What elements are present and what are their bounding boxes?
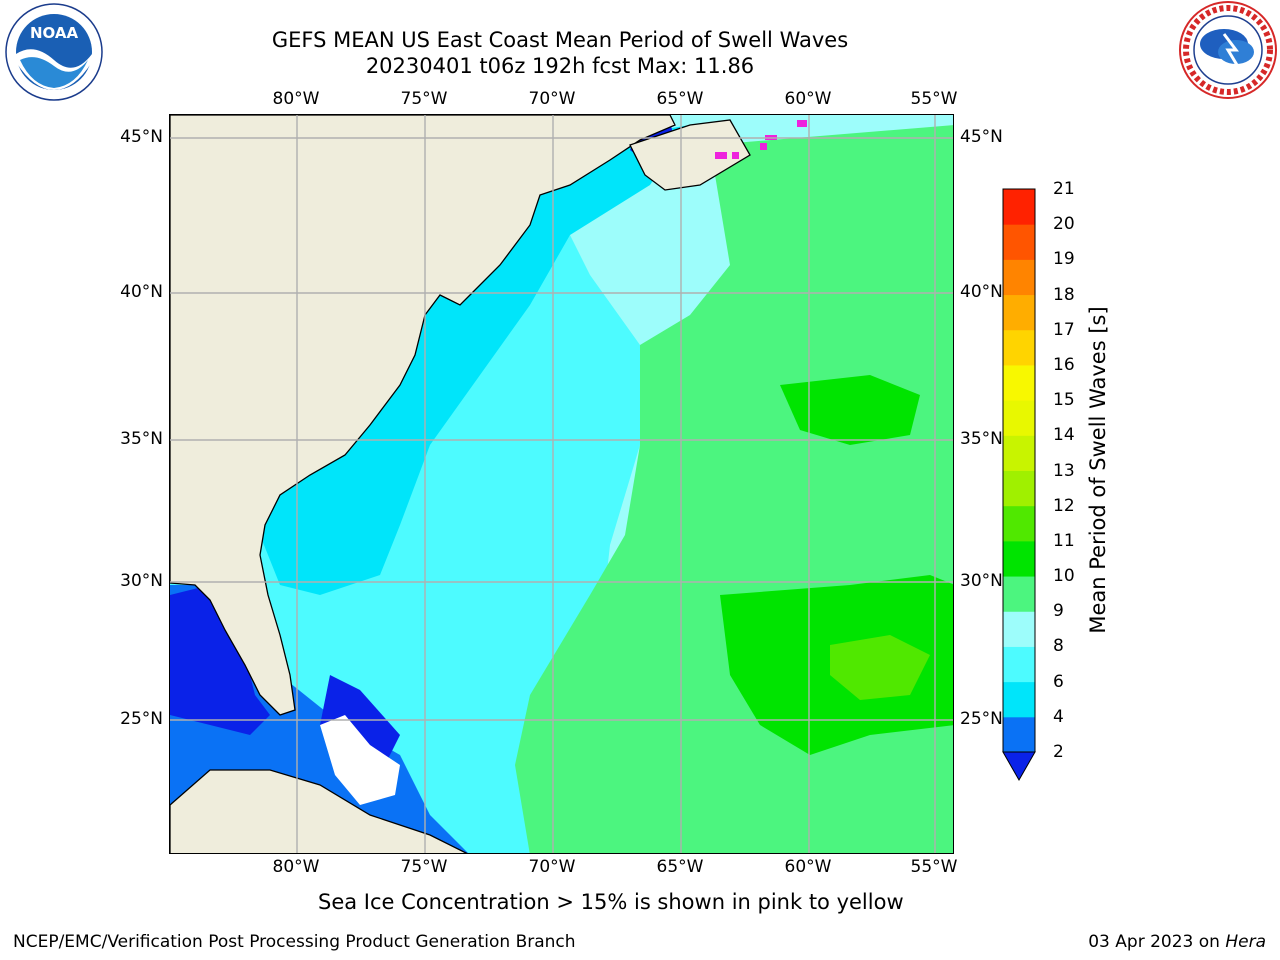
lat-tick-left: 40°N (120, 282, 163, 302)
lat-tick-right: 30°N (960, 571, 1003, 591)
colorbar-title: Mean Period of Swell Waves [s] (1086, 306, 1110, 634)
lat-tick-left: 25°N (120, 709, 163, 729)
lon-tick-bottom: 70°W (528, 857, 576, 877)
lon-tick-top: 80°W (272, 89, 320, 109)
colorbar-bin (1003, 400, 1035, 436)
map-canvas (170, 115, 953, 853)
lon-tick-top: 75°W (400, 89, 448, 109)
lat-tick-right: 40°N (960, 282, 1003, 302)
lon-tick-top: 55°W (910, 89, 958, 109)
colorbar-bin (1003, 224, 1035, 260)
colorbar-bin (1003, 611, 1035, 647)
colorbar-tick-label: 16 (1053, 354, 1075, 375)
colorbar-border (1002, 188, 1036, 753)
footer-date: 03 Apr 2023 on Hera (1088, 932, 1266, 952)
sea-ice-patch (732, 152, 739, 159)
colorbar-tick-label: 8 (1053, 636, 1064, 657)
chart-subtitle: 20230401 t06z 192h fcst Max: 11.86 (365, 54, 755, 78)
sea-ice-patch (797, 120, 807, 127)
bahamas-no-data (320, 715, 400, 805)
sea-ice-patch (715, 152, 727, 159)
footer-date-text: 03 Apr 2023 on (1088, 932, 1226, 952)
colorbar-bin (1003, 505, 1035, 542)
lon-tick-top: 70°W (528, 89, 576, 109)
lon-tick-bottom: 75°W (400, 857, 448, 877)
colorbar-bin (1003, 189, 1035, 225)
lon-tick-bottom: 65°W (656, 857, 704, 877)
colorbar-tick-label: 19 (1053, 249, 1075, 270)
colorbar-bin (1003, 681, 1035, 718)
colorbar-tick-label: 18 (1053, 284, 1075, 305)
lat-tick-left: 35°N (120, 429, 163, 449)
lon-tick-top: 65°W (656, 89, 704, 109)
graticule (170, 115, 953, 853)
colorbar-bin (1003, 470, 1035, 507)
lon-tick-top: 60°W (784, 89, 832, 109)
footer-host: Hera (1225, 932, 1266, 952)
cuba (170, 769, 468, 853)
lon-tick-bottom: 80°W (272, 857, 320, 877)
colorbar-tick-label: 9 (1053, 601, 1064, 622)
svg-text:NOAA: NOAA (30, 24, 79, 42)
lat-tick-right: 25°N (960, 709, 1003, 729)
lat-tick-right: 45°N (960, 127, 1003, 147)
chart-title: GEFS MEAN US East Coast Mean Period of S… (271, 28, 849, 52)
colorbar-bin (1003, 364, 1035, 401)
nws-logo (1179, 1, 1277, 99)
colorbar-tick-label: 12 (1053, 495, 1075, 516)
colorbar-tick-label: 2 (1053, 742, 1064, 762)
lon-tick-bottom: 55°W (910, 857, 958, 877)
lon-tick-bottom: 60°W (784, 857, 832, 877)
colorbar-bin (1003, 576, 1035, 612)
colorbar-underflow-arrow (1002, 751, 1036, 782)
colorbar-tick-label: 10 (1053, 566, 1075, 587)
colorbar-tick-label: 20 (1053, 214, 1075, 235)
colorbar-bin (1003, 259, 1035, 296)
lat-tick-left: 30°N (120, 571, 163, 591)
colorbar-tick-label: 4 (1053, 706, 1064, 727)
colorbar-tick-label: 15 (1053, 390, 1075, 411)
swell-patch-10-11 (780, 375, 920, 445)
footer-credit: NCEP/EMC/Verification Post Processing Pr… (13, 932, 576, 952)
swell-band-11-12 (830, 635, 930, 700)
swell-band-under-2 (170, 585, 270, 735)
colorbar-bin (1003, 540, 1035, 577)
colorbar-tick-label: 11 (1053, 530, 1075, 551)
colorbar-bin (1003, 646, 1035, 683)
colorbar-bin (1003, 435, 1035, 471)
swell-band-6-8 (260, 125, 690, 595)
map-panel (169, 114, 954, 854)
colorbar-tick-label: 13 (1053, 460, 1075, 481)
colorbar (1002, 188, 1036, 782)
sea-ice-note: Sea Ice Concentration > 15% is shown in … (318, 890, 904, 914)
colorbar-bin (1003, 329, 1035, 366)
noaa-logo: NOAA (5, 3, 103, 101)
colorbar-tick-label: 14 (1053, 425, 1075, 446)
lat-tick-right: 35°N (960, 429, 1003, 449)
lat-tick-left: 45°N (120, 127, 163, 147)
colorbar-bin (1003, 716, 1035, 753)
colorbar-tick-label: 6 (1053, 671, 1064, 692)
colorbar-tick-label: 21 (1053, 179, 1075, 199)
colorbar-bin (1003, 294, 1035, 331)
colorbar-tick-label: 17 (1053, 319, 1075, 340)
sea-ice-patch (760, 143, 767, 150)
